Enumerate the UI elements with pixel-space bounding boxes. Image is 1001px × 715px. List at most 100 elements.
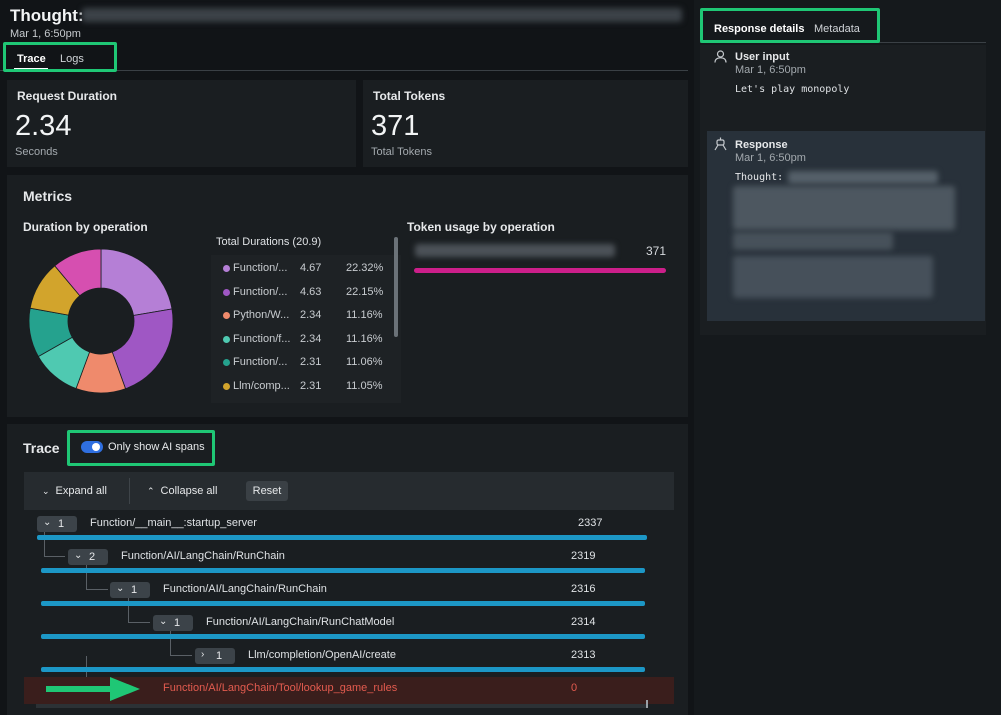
toolbar-divider <box>129 478 130 504</box>
span-duration: 2319 <box>571 550 596 562</box>
legend-item-value: 2.31 <box>300 356 322 368</box>
span-expand-button[interactable]: ⌄ 1 <box>37 516 77 532</box>
redacted-response <box>733 232 893 250</box>
span-expand-button[interactable]: ⌄ 1 <box>153 615 193 631</box>
duration-donut-chart <box>28 248 174 394</box>
legend-item-value: 2.34 <box>300 332 322 345</box>
collapse-all-button[interactable]: ⌃ Collapse all <box>147 485 218 497</box>
legend-item-percent: 22.32% <box>346 262 384 274</box>
span-name: Llm/completion/OpenAI/create <box>248 649 396 661</box>
token-bar <box>414 268 666 273</box>
tree-connector <box>86 564 108 590</box>
legend-item-percent: 11.05% <box>346 379 383 392</box>
span-child-count: 1 <box>216 650 223 662</box>
span-name: Function/AI/LangChain/RunChatModel <box>206 616 395 628</box>
legend-item-percent: 11.16% <box>346 332 383 345</box>
user-icon <box>714 50 727 63</box>
chevron-down-icon: ⌄ <box>42 486 50 496</box>
user-input-timestamp: Mar 1, 6:50pm <box>735 64 806 76</box>
page-title: Thought: <box>10 6 84 25</box>
span-name: Function/AI/LangChain/RunChain <box>163 583 327 595</box>
duration-chart-title: Duration by operation <box>23 220 148 234</box>
toggle-knob <box>92 443 100 451</box>
donut-slice[interactable] <box>54 248 102 297</box>
span-duration: 2313 <box>571 649 596 661</box>
trace-toolbar <box>24 472 674 510</box>
trace-span-row[interactable]: ⌄ 2 Function/AI/LangChain/RunChain 2319 <box>0 547 680 580</box>
redacted-operation-name <box>415 244 615 257</box>
annotation-arrow <box>46 677 140 701</box>
trace-span-row[interactable]: ⌄ 1 Function/AI/LangChain/RunChatModel 2314 <box>0 613 680 646</box>
donut-slice[interactable] <box>100 248 173 316</box>
total-tokens-unit: Total Tokens <box>371 146 432 158</box>
span-name: Function/__main__:startup_server <box>90 517 257 529</box>
legend-item-value: 2.34 <box>300 309 322 321</box>
tab-trace[interactable]: Trace <box>17 53 46 65</box>
span-expand-button[interactable]: ⌄ 1 <box>110 582 150 598</box>
redacted-response <box>733 256 933 298</box>
total-tokens-value: 371 <box>371 110 420 142</box>
chevron-down-icon: ⌄ <box>159 616 168 627</box>
tree-connector <box>44 531 65 557</box>
span-expand-button[interactable]: ⌄ 2 <box>68 549 108 565</box>
total-tokens-label: Total Tokens <box>373 89 446 103</box>
highlight-tabs <box>3 42 117 72</box>
tab-logs[interactable]: Logs <box>60 53 84 65</box>
legend-color-dot <box>223 359 230 366</box>
chevron-up-icon: ⌃ <box>147 486 155 496</box>
request-duration-unit: Seconds <box>15 146 58 158</box>
trace-span-row[interactable]: ⌄ 1 Function/AI/LangChain/RunChain 2316 <box>0 580 680 613</box>
legend-item[interactable]: Function/f... 2.34 11.16% <box>221 329 389 351</box>
span-child-count: 1 <box>131 584 138 596</box>
expand-all-button[interactable]: ⌄ Expand all <box>42 485 107 497</box>
trace-scrollbar-track[interactable] <box>36 704 648 708</box>
chevron-down-icon: ⌄ <box>116 583 125 594</box>
trace-span-row[interactable]: › 1 Llm/completion/OpenAI/create 2313 <box>0 646 680 679</box>
legend-item[interactable]: Function/... 4.63 22.15% <box>221 282 389 304</box>
trace-span-row[interactable]: Function/AI/LangChain/Tool/lookup_game_r… <box>0 679 680 712</box>
legend-item-name: Function/f... <box>233 332 291 345</box>
token-chart-title: Token usage by operation <box>407 220 555 234</box>
request-duration-label: Request Duration <box>17 89 118 103</box>
span-duration-bar <box>41 568 645 573</box>
ai-spans-toggle[interactable] <box>81 441 103 453</box>
tree-connector <box>128 597 150 623</box>
trace-scrollbar-thumb[interactable] <box>646 700 648 708</box>
legend-list <box>211 255 401 403</box>
legend-color-dot <box>223 312 230 319</box>
metrics-title: Metrics <box>23 188 73 204</box>
span-name: Function/AI/LangChain/RunChain <box>121 550 285 562</box>
tab-response-details[interactable]: Response details <box>714 23 805 35</box>
tab-metadata[interactable]: Metadata <box>814 23 860 35</box>
highlight-toggle <box>67 430 215 466</box>
chevron-down-icon: ⌄ <box>43 517 52 528</box>
span-expand-button[interactable]: › 1 <box>195 648 235 664</box>
legend-color-dot <box>223 265 230 272</box>
span-child-count: 1 <box>174 617 181 629</box>
request-duration-card <box>7 80 356 167</box>
ai-spans-toggle-label: Only show AI spans <box>108 441 205 453</box>
span-duration-bar <box>37 535 647 540</box>
legend-item[interactable]: Function/... 4.67 22.32% <box>221 258 389 280</box>
legend-color-dot <box>223 288 230 296</box>
token-value: 371 <box>646 244 667 258</box>
donut-slice[interactable] <box>111 308 174 390</box>
legend-item[interactable]: Llm/comp... 2.31 11.05% <box>221 376 389 398</box>
legend-item-name: Llm/comp... <box>233 379 290 392</box>
total-tokens-card <box>363 80 688 167</box>
legend-item-name: Python/W... <box>233 309 290 321</box>
trace-title: Trace <box>23 440 60 456</box>
response-label: Response <box>735 139 788 151</box>
span-duration: 2337 <box>578 517 603 529</box>
legend-item[interactable]: Python/W... 2.34 11.16% <box>221 305 389 327</box>
legend-scrollbar[interactable] <box>394 237 398 337</box>
trace-span-row[interactable]: ⌄ 1 Function/__main__:startup_server 2337 <box>0 514 680 547</box>
legend-item[interactable]: Function/... 2.31 11.06% <box>221 352 389 374</box>
legend-item-percent: 11.16% <box>346 309 383 321</box>
request-duration-value: 2.34 <box>15 110 72 142</box>
legend-item-value: 4.63 <box>300 285 322 298</box>
redacted-response <box>788 171 938 184</box>
legend-item-name: Function/... <box>233 262 288 274</box>
reset-button[interactable]: Reset <box>246 481 288 501</box>
response-text: Thought: <box>735 172 784 183</box>
